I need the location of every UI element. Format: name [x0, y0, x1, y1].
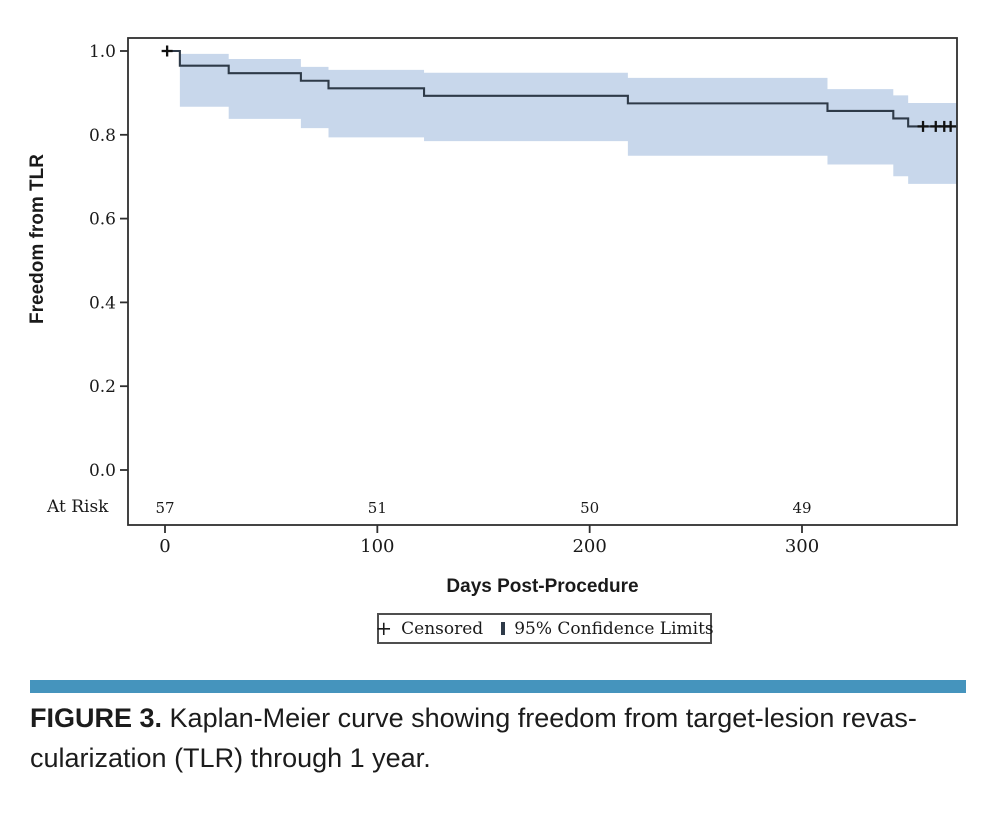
y-tick-label: 0.4 — [89, 293, 116, 313]
caption-label: FIGURE 3. — [30, 703, 163, 733]
at-risk-label: At Risk — [47, 497, 109, 517]
y-tick-label: 1.0 — [89, 42, 116, 62]
caption-text-line2: cularization (TLR) through 1 year. — [30, 743, 431, 773]
x-tick-label: 200 — [572, 536, 606, 557]
x-tick-label: 0 — [159, 536, 170, 557]
censored-plus-icon: + — [375, 615, 393, 640]
x-axis-title: Days Post-Procedure — [446, 576, 639, 597]
y-axis-title: Freedom from TLR — [27, 154, 48, 324]
km-chart: 1.0 0.8 0.6 0.4 0.2 0.0 0 100 200 300 57 51 50 49 — [89, 37, 958, 557]
y-tick-label: 0.6 — [89, 210, 116, 230]
confidence-band-swatch-icon — [501, 622, 506, 635]
caption-text-line1: Kaplan-Meier curve showing freedom from … — [169, 703, 917, 733]
legend-label-censored: Censored — [401, 618, 484, 639]
y-tick-label: 0.2 — [89, 377, 116, 397]
confidence-band — [179, 53, 957, 184]
figure-caption: FIGURE 3. Kaplan-Meier curve showing fre… — [30, 698, 980, 778]
at-risk-count: 50 — [580, 499, 599, 517]
censor-marks — [161, 45, 957, 132]
at-risk-count: 49 — [792, 499, 811, 517]
plot-frame — [127, 37, 958, 526]
chart-legend: + Censored 95% Confidence Limits — [375, 613, 714, 644]
x-tick-label: 300 — [785, 536, 819, 557]
divider-bar — [30, 680, 966, 693]
y-tick-label: 0.0 — [89, 461, 116, 481]
y-tick-label: 0.8 — [89, 126, 116, 146]
x-tick-label: 100 — [360, 536, 394, 557]
at-risk-count: 57 — [155, 499, 174, 517]
legend-label-confidence: 95% Confidence Limits — [514, 618, 714, 639]
km-curve — [165, 49, 957, 128]
at-risk-count: 51 — [368, 499, 387, 517]
